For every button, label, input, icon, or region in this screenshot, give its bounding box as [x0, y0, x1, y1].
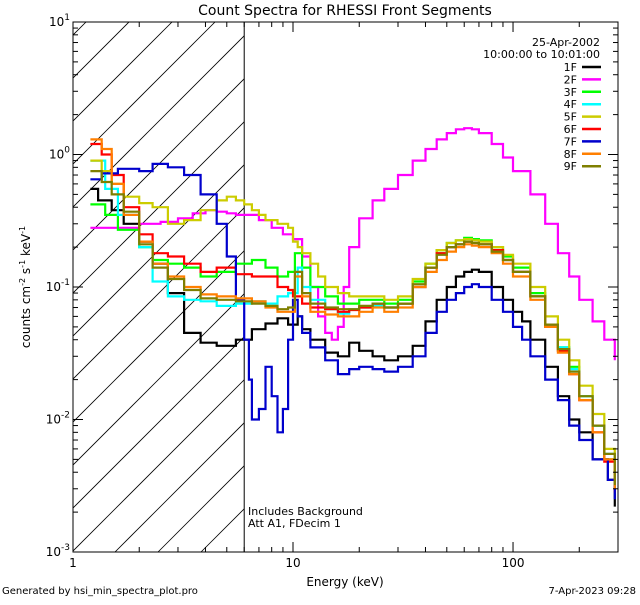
legend-label: 3F	[564, 86, 577, 99]
hatch-line	[73, 164, 245, 337]
hatch-line	[114, 422, 245, 552]
footer-timestamp: 7-Apr-2023 09:28	[549, 586, 636, 597]
background-note: Includes Background	[248, 505, 363, 518]
hatch-line	[73, 379, 245, 552]
time-range-label: 10:00:00 to 10:01:00	[483, 48, 600, 61]
footer-generated-by: Generated by hsi_min_spectra_plot.pro	[2, 586, 198, 597]
axis-ticks	[72, 21, 619, 553]
legend-label: 5F	[564, 111, 577, 124]
legend-label: 2F	[564, 73, 577, 86]
hatch-line	[73, 78, 245, 251]
hatch-line	[73, 336, 245, 509]
hatch-line	[73, 22, 216, 165]
hatch-line	[73, 207, 245, 380]
series-line-6f	[90, 142, 616, 493]
series-layer	[90, 127, 616, 507]
chart-title: Count Spectra for RHESSI Front Segments	[198, 3, 492, 19]
series-line-2f	[90, 127, 616, 361]
hatch-line	[73, 293, 245, 466]
hatch-line	[73, 121, 245, 294]
y-tick-label: 10-2	[46, 411, 70, 427]
series-line-9f	[90, 170, 616, 486]
x-tick-label: 100	[502, 556, 525, 570]
series-line-5f	[90, 159, 616, 480]
attenuator-note: Att A1, FDecim 1	[248, 517, 341, 530]
date-label: 25-Apr-2002	[532, 36, 600, 49]
y-axis-label: counts cm-2 s-1 keV-1	[18, 226, 33, 348]
legend-label: 9F	[564, 160, 577, 173]
y-tick-label: 101	[49, 13, 70, 29]
hatch-line	[73, 22, 173, 122]
hatched-region	[73, 0, 640, 552]
hatch-line	[330, 0, 640, 552]
series-line-8f	[90, 138, 616, 489]
series-line-1f	[90, 187, 616, 507]
legend-label: 6F	[564, 123, 577, 136]
y-tick-label: 10-3	[46, 543, 70, 559]
x-tick-label: 10	[285, 556, 300, 570]
series-line-4f	[90, 159, 616, 486]
series-line-7f	[90, 162, 616, 500]
x-tick-label: 1	[69, 556, 77, 570]
legend-label: 7F	[564, 135, 577, 148]
legend-label: 1F	[564, 61, 577, 74]
hatch-line	[73, 22, 130, 79]
y-tick-label: 100	[49, 146, 70, 162]
x-tick-labels: 1 10 100	[69, 556, 524, 570]
y-tick-label: 10-1	[46, 278, 70, 294]
x-axis-label: Energy (keV)	[306, 575, 383, 589]
y-tick-labels: 10-3 10-2 10-1 100 101	[46, 13, 71, 559]
legend-label: 8F	[564, 148, 577, 161]
legend-label: 4F	[564, 98, 577, 111]
hatch-line	[243, 551, 245, 552]
